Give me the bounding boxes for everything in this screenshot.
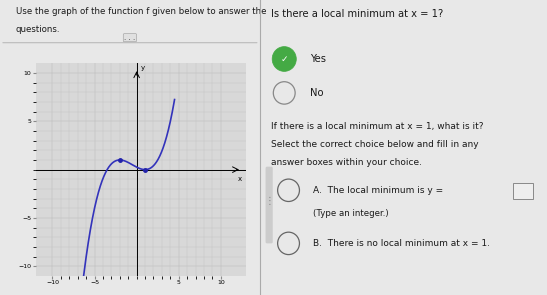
Circle shape <box>272 47 296 71</box>
Text: ✓: ✓ <box>281 55 288 63</box>
Text: x: x <box>238 176 242 182</box>
Text: . . .: . . . <box>124 35 136 41</box>
Text: answer boxes within your choice.: answer boxes within your choice. <box>271 158 422 167</box>
Text: ⊡: ⊡ <box>237 160 246 170</box>
Text: If there is a local minimum at x = 1, what is it?: If there is a local minimum at x = 1, wh… <box>271 122 484 132</box>
Text: Yes: Yes <box>310 54 326 64</box>
Text: 🔍: 🔍 <box>239 122 244 131</box>
Text: Is there a local minimum at x = 1?: Is there a local minimum at x = 1? <box>271 9 444 19</box>
Text: ⋮: ⋮ <box>264 196 274 206</box>
Text: B.  There is no local minimum at x = 1.: B. There is no local minimum at x = 1. <box>313 239 490 248</box>
Text: Select the correct choice below and fill in any: Select the correct choice below and fill… <box>271 140 479 149</box>
Text: (Type an integer.): (Type an integer.) <box>313 209 388 218</box>
FancyBboxPatch shape <box>265 167 273 243</box>
FancyBboxPatch shape <box>513 183 533 199</box>
Text: 🔍: 🔍 <box>238 81 245 91</box>
Text: y: y <box>141 65 145 71</box>
Text: Use the graph of the function f given below to answer the: Use the graph of the function f given be… <box>15 7 266 17</box>
Text: A.  The local minimum is y =: A. The local minimum is y = <box>313 186 443 195</box>
Text: No: No <box>310 88 324 98</box>
Text: questions.: questions. <box>15 25 60 34</box>
